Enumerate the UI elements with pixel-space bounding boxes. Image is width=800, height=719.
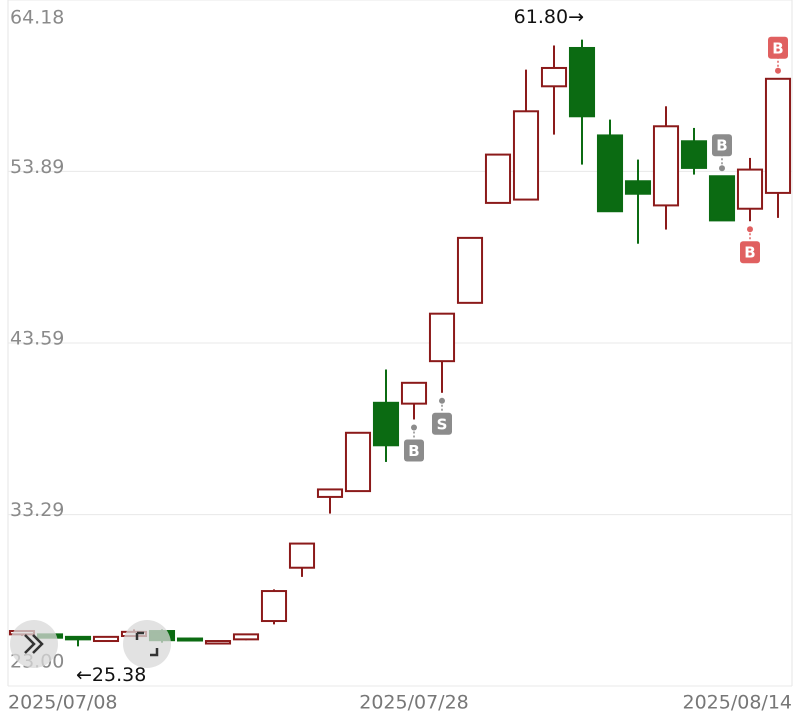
candle-body bbox=[400, 381, 428, 405]
marker-box bbox=[740, 241, 760, 264]
candle-body bbox=[316, 488, 344, 498]
marker-dot bbox=[719, 165, 725, 172]
candle-body bbox=[288, 542, 316, 569]
candle-body bbox=[596, 134, 624, 213]
candle-body bbox=[344, 431, 372, 493]
select-button[interactable] bbox=[123, 620, 171, 668]
candle-body bbox=[540, 66, 568, 88]
y-tick-label: 53.89 bbox=[10, 156, 64, 178]
y-tick-label: 64.18 bbox=[10, 7, 64, 29]
chevrons-icon bbox=[24, 634, 44, 654]
trade-marker: S bbox=[432, 397, 452, 435]
marker-label: S bbox=[437, 415, 448, 433]
annotation: 61.80→ bbox=[514, 6, 584, 28]
marker-label: B bbox=[744, 244, 755, 262]
y-tick-label: 43.59 bbox=[10, 328, 64, 350]
marker-box bbox=[432, 412, 452, 435]
candle-body bbox=[428, 312, 456, 363]
marker-box bbox=[404, 439, 424, 462]
annotation: ←25.38 bbox=[76, 664, 146, 686]
marker-box bbox=[712, 134, 732, 157]
marker-dot bbox=[747, 226, 753, 233]
trade-marker: B bbox=[768, 36, 788, 74]
candle-body bbox=[652, 125, 680, 207]
button-bg bbox=[123, 620, 171, 668]
trade-marker: B bbox=[712, 134, 732, 172]
candle-body bbox=[64, 635, 92, 641]
candle-body bbox=[512, 110, 540, 201]
marker-label: B bbox=[772, 39, 783, 57]
trade-marker: B bbox=[740, 226, 760, 264]
plot: 64.1853.8943.5933.2923.002025/07/082025/… bbox=[8, 0, 792, 714]
candle-body bbox=[680, 140, 708, 169]
candle-body bbox=[708, 175, 736, 222]
scroll-left-button[interactable] bbox=[10, 620, 58, 668]
candle-body bbox=[176, 637, 204, 642]
candle-body bbox=[260, 590, 288, 623]
candle-body bbox=[624, 180, 652, 195]
x-tick-label: 2025/07/28 bbox=[359, 692, 469, 714]
candle-body bbox=[764, 77, 792, 194]
candle-body bbox=[736, 168, 764, 210]
x-tick-label: 2025/08/14 bbox=[682, 692, 792, 714]
x-tick-label: 2025/07/08 bbox=[8, 692, 118, 714]
marker-label: B bbox=[408, 442, 419, 460]
trade-marker: B bbox=[404, 424, 424, 462]
candle-body bbox=[456, 236, 484, 304]
marker-dot bbox=[775, 67, 781, 74]
marker-dot bbox=[439, 397, 445, 404]
candle-body bbox=[92, 635, 120, 643]
marker-box bbox=[768, 36, 788, 59]
candle-body bbox=[372, 401, 400, 447]
candle-body bbox=[484, 153, 512, 204]
candle-body bbox=[232, 633, 260, 641]
candle-body bbox=[204, 640, 232, 645]
y-tick-label: 33.29 bbox=[10, 499, 64, 521]
marker-dot bbox=[411, 424, 417, 431]
candle-body bbox=[568, 46, 596, 118]
corner-icon bbox=[135, 631, 159, 657]
marker-label: B bbox=[716, 137, 727, 155]
